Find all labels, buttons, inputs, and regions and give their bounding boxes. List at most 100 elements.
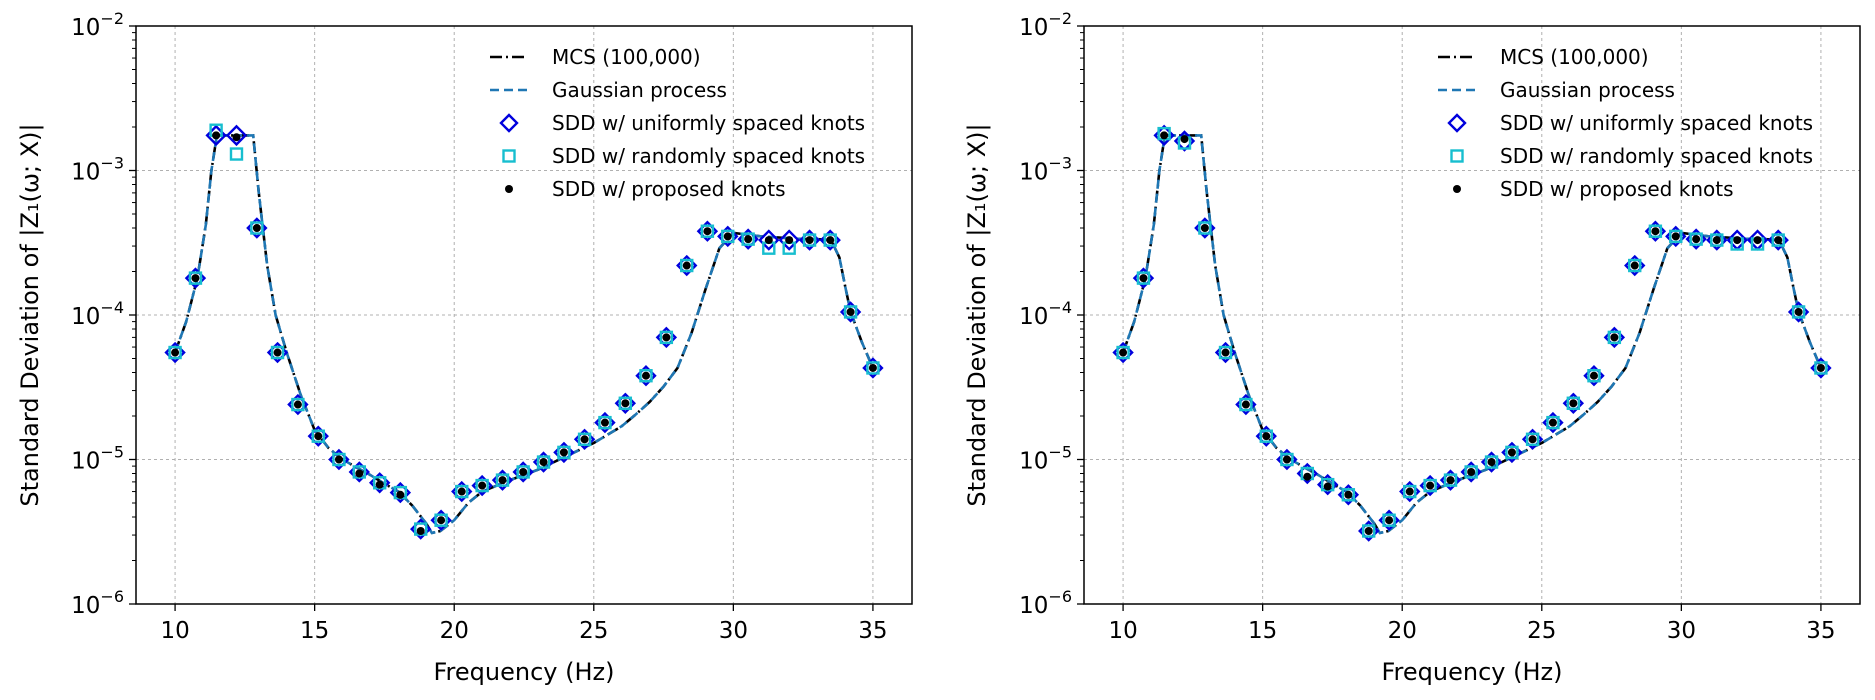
random-knot-marker xyxy=(639,369,653,383)
legend-uniform-knot-swatch xyxy=(1447,113,1467,133)
y-tick-label: 10−3 xyxy=(71,154,124,186)
proposed-knot-marker xyxy=(580,435,589,444)
left-chart-panel: 10 15 20 25 30 35 10−6 10−5 10−4 10−3 10−2 Frequenc… xyxy=(16,9,913,686)
random-knot-marker xyxy=(168,345,182,360)
random-knot-marker xyxy=(1689,232,1703,246)
y-tick-label: 10−4 xyxy=(71,298,124,330)
proposed-knot-marker xyxy=(355,469,364,478)
proposed-knot-marker xyxy=(1139,274,1148,283)
random-knot-marker xyxy=(1505,445,1519,460)
proposed-knot-marker xyxy=(1794,307,1803,316)
y-tick-label: 10−2 xyxy=(71,9,124,41)
proposed-knot-marker xyxy=(293,400,302,409)
random-knot-marker xyxy=(332,452,346,467)
x-tick-label: 25 xyxy=(1527,618,1556,644)
legend: MCS (100,000) Gaussian process SDD w/ unif… xyxy=(490,45,865,201)
proposed-knot-marker xyxy=(868,363,877,372)
series-mcs-line xyxy=(1121,134,1823,535)
random-knot-marker xyxy=(1136,271,1151,285)
proposed-knot-marker xyxy=(1262,432,1271,441)
x-tick-label: 25 xyxy=(579,618,608,644)
proposed-knot-marker xyxy=(437,516,446,525)
random-knot-marker xyxy=(1669,229,1683,244)
random-knot-marker xyxy=(270,345,285,360)
random-knot-marker xyxy=(1525,432,1540,446)
random-knot-marker xyxy=(700,224,715,238)
proposed-knot-marker xyxy=(212,131,221,140)
proposed-knot-marker xyxy=(457,487,466,496)
proposed-knot-marker xyxy=(191,274,200,283)
random-knot-marker xyxy=(1484,455,1499,469)
random-knot-marker xyxy=(618,396,633,410)
series-mcs-line xyxy=(173,134,875,535)
proposed-knot-marker xyxy=(334,455,343,464)
legend-label: SDD w/ uniformly spaced knots xyxy=(552,111,865,135)
x-tick-label: 35 xyxy=(1806,618,1835,644)
proposed-knot-marker xyxy=(723,232,732,241)
y-tick-label: 10−5 xyxy=(1019,443,1072,475)
legend-label: Gaussian process xyxy=(1500,78,1675,102)
x-tick-label: 10 xyxy=(160,618,189,644)
legend-label: MCS (100,000) xyxy=(552,45,701,69)
proposed-knot-marker xyxy=(1753,236,1762,245)
random-knot-marker xyxy=(1116,345,1130,360)
random-knot-marker xyxy=(1587,369,1601,383)
random-knot-marker xyxy=(680,258,694,273)
uniform-knot-marker xyxy=(225,124,248,147)
random-knot-marker xyxy=(802,233,817,247)
proposed-knot-marker xyxy=(1446,476,1455,485)
random-knot-marker xyxy=(577,432,592,446)
random-knot-marker xyxy=(1628,258,1642,273)
random-knot-marker xyxy=(516,465,530,479)
random-knot-marker xyxy=(229,147,244,161)
proposed-knot-marker xyxy=(171,348,180,357)
proposed-knot-marker xyxy=(621,399,630,408)
proposed-knot-marker xyxy=(396,490,405,499)
proposed-knot-marker xyxy=(1733,236,1742,245)
proposed-knot-marker xyxy=(314,432,323,441)
random-knot-marker xyxy=(1239,397,1253,412)
proposed-knot-marker xyxy=(703,227,712,236)
proposed-knot-marker xyxy=(1589,371,1598,380)
random-knot-marker xyxy=(598,415,612,430)
random-knot-marker xyxy=(475,478,489,493)
legend-label: SDD w/ randomly spaced knots xyxy=(1500,144,1813,168)
proposed-knot-marker xyxy=(1630,261,1639,270)
legend-label: SDD w/ uniformly spaced knots xyxy=(1500,111,1813,135)
random-knot-marker xyxy=(721,229,735,244)
proposed-knot-marker xyxy=(375,480,384,489)
random-knot-marker xyxy=(1648,224,1663,238)
y-tick-label: 10−6 xyxy=(71,587,124,619)
random-knot-marker xyxy=(188,271,203,285)
x-tick-label: 30 xyxy=(719,618,748,644)
legend-label: Gaussian process xyxy=(552,78,727,102)
proposed-knot-marker xyxy=(1528,435,1537,444)
proposed-knot-marker xyxy=(1385,516,1394,525)
proposed-knot-marker xyxy=(1774,236,1783,245)
proposed-knot-marker xyxy=(662,333,671,342)
x-tick-label: 20 xyxy=(1388,618,1417,644)
random-knot-marker xyxy=(1791,305,1806,319)
random-knot-marker xyxy=(866,361,880,375)
proposed-knot-marker xyxy=(641,371,650,380)
legend-proposed-knot-swatch xyxy=(505,185,513,193)
proposed-knot-marker xyxy=(1816,363,1825,372)
legend-label: SDD w/ proposed knots xyxy=(1500,177,1734,201)
proposed-knot-marker xyxy=(478,481,487,490)
proposed-knot-marker xyxy=(1160,131,1169,140)
proposed-knot-marker xyxy=(1344,490,1353,499)
x-tick-label: 35 xyxy=(858,618,887,644)
y-tick-label: 10−6 xyxy=(1019,587,1072,619)
proposed-knot-marker xyxy=(826,236,835,245)
proposed-knot-marker xyxy=(498,476,507,485)
random-knot-marker xyxy=(1814,361,1828,375)
proposed-knot-marker xyxy=(1671,232,1680,241)
proposed-knot-marker xyxy=(1569,399,1578,408)
random-knot-marker xyxy=(1464,465,1478,479)
legend-random-knot-swatch xyxy=(502,149,516,163)
random-knot-marker xyxy=(1341,488,1356,502)
proposed-knot-marker xyxy=(416,527,425,536)
series-gaussian-process-line xyxy=(173,134,875,535)
random-knot-marker xyxy=(741,232,755,246)
proposed-knot-marker xyxy=(846,307,855,316)
